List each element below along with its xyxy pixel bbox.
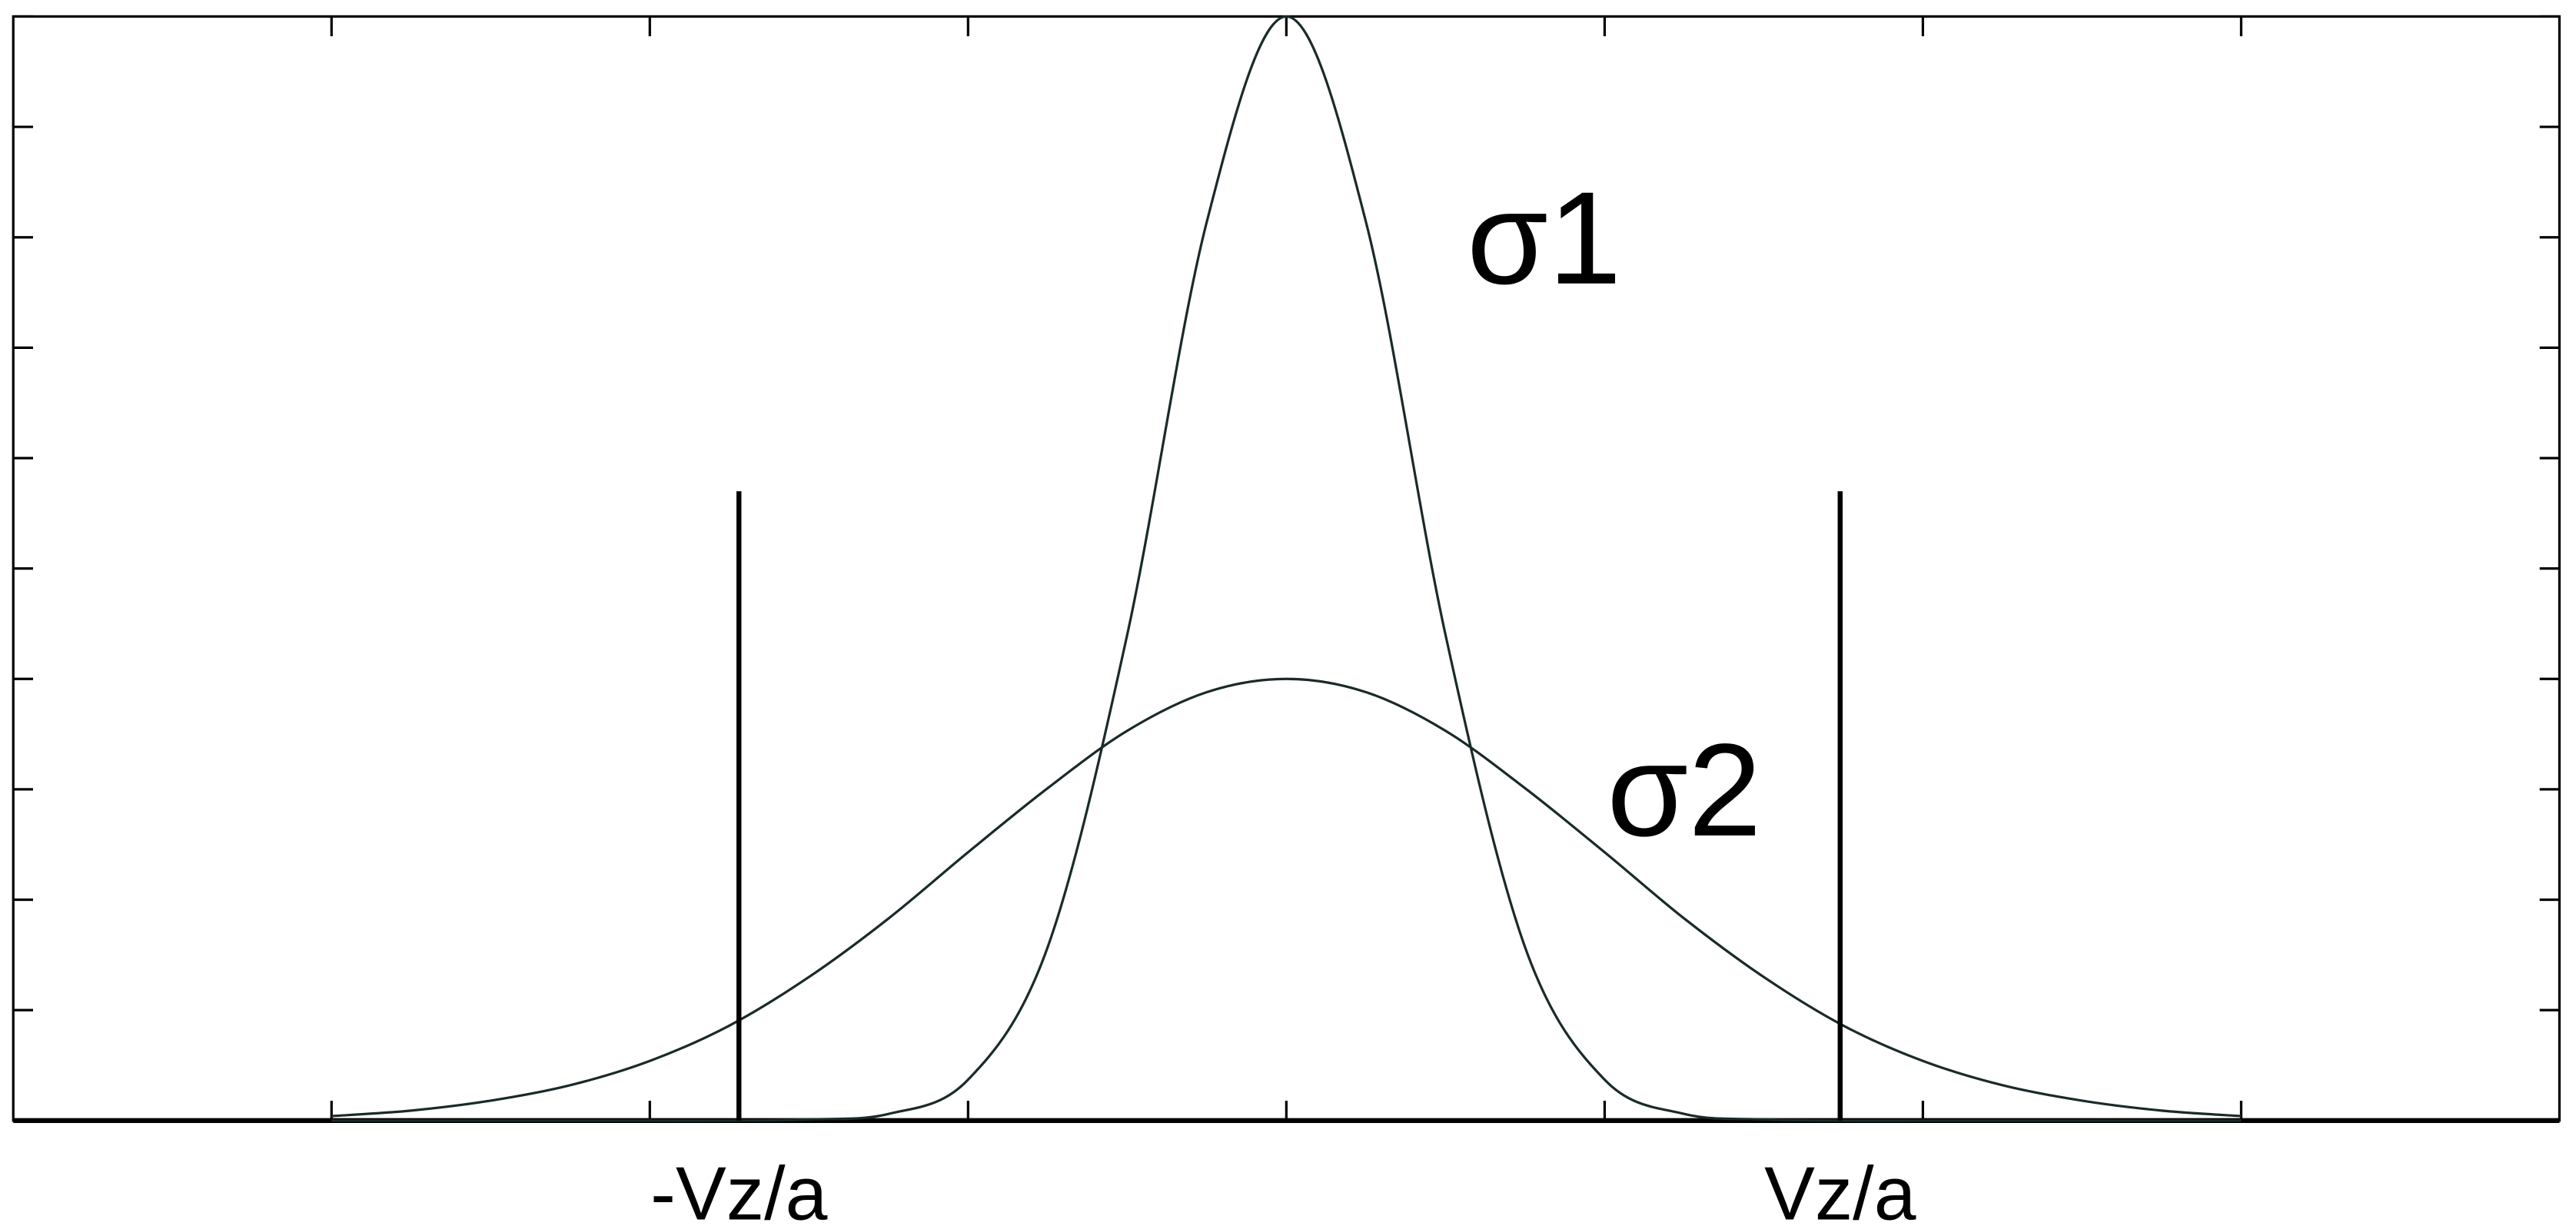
plot-frame: [12, 15, 2561, 1122]
threshold-label: -Vz/a: [650, 1151, 827, 1226]
curve: [331, 677, 2242, 1118]
curve: [331, 15, 2242, 1122]
series-label: σ2: [1607, 717, 1761, 864]
threshold-label: Vz/a: [1764, 1151, 1916, 1226]
series-label: σ1: [1467, 165, 1621, 312]
